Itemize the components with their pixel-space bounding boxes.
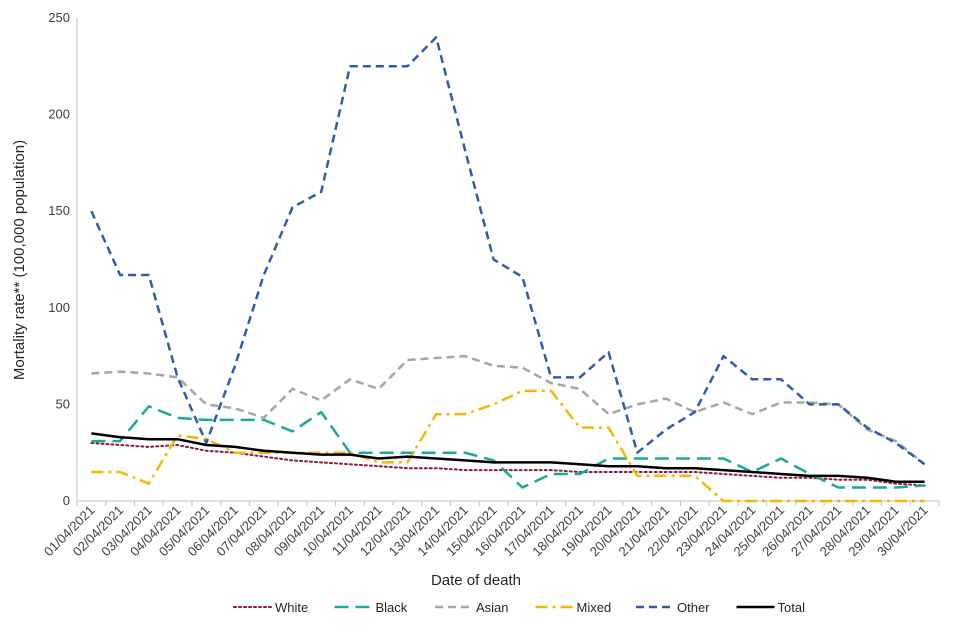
legend-label-asian: Asian <box>476 600 509 615</box>
y-axis-title: Mortality rate** (100,000 population) <box>11 140 28 380</box>
y-tick-label: 50 <box>56 396 70 411</box>
legend-label-mixed: Mixed <box>577 600 612 615</box>
series-lines <box>90 36 926 503</box>
series-line-other <box>90 36 926 466</box>
legend-label-other: Other <box>677 600 710 615</box>
axes <box>76 18 939 502</box>
series-line-total <box>91 432 925 483</box>
x-axis-title: Date of death <box>431 572 521 589</box>
y-tick-label: 100 <box>48 300 70 315</box>
series-line-white <box>90 442 926 487</box>
y-tick-labels: 0 50 100 150 200 250 <box>48 10 70 508</box>
x-tick-labels: 01/04/202102/04/202103/04/202104/04/2021… <box>41 501 940 559</box>
legend-label-white: White <box>275 600 308 615</box>
legend: White Black Asian Mixed Other Total <box>233 600 806 615</box>
series-line-asian <box>91 354 926 466</box>
series-line-mixed <box>91 389 925 503</box>
legend-label-total: Total <box>778 600 806 615</box>
y-tick-label: 250 <box>48 10 70 25</box>
y-tick-label: 200 <box>48 107 70 122</box>
y-tick-label: 0 <box>63 493 70 508</box>
y-tick-label: 150 <box>48 203 70 218</box>
legend-label-black: Black <box>376 600 408 615</box>
series-line-black <box>91 405 925 489</box>
